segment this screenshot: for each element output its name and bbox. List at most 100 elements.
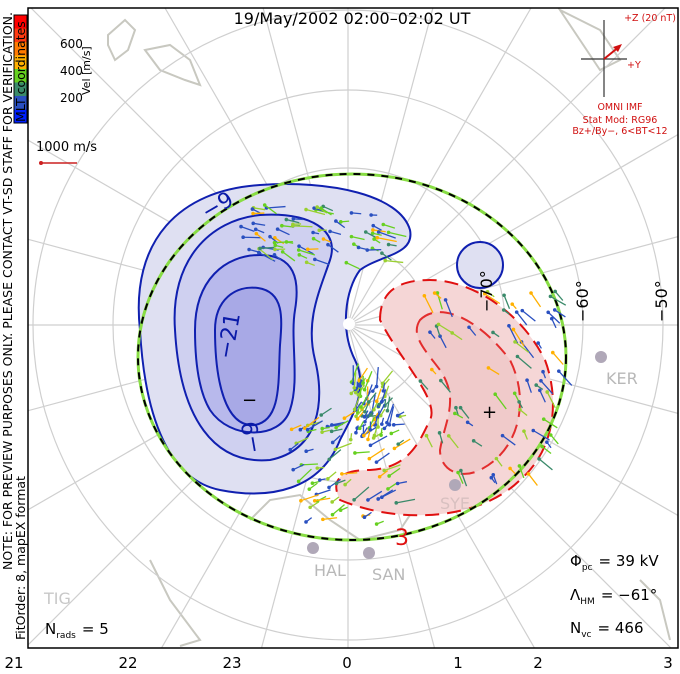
mlt-coordinates-label: MLT coordinates xyxy=(13,21,28,122)
svg-text:Nrads= 5: Nrads = 5 xyxy=(45,620,109,641)
vector-origin xyxy=(482,291,487,296)
contour-label-neg9-bottom: −9 xyxy=(238,419,268,455)
velocity-vector xyxy=(298,468,312,482)
vector-origin xyxy=(353,451,357,455)
vector-origin xyxy=(529,291,533,295)
vector-origin xyxy=(378,413,383,418)
imf-clock-dial xyxy=(581,20,627,97)
vector-origin xyxy=(312,206,316,210)
velocity-vector xyxy=(298,249,316,256)
vector-origin xyxy=(377,402,381,407)
velocity-vector xyxy=(286,218,300,224)
vector-origin xyxy=(296,248,301,252)
vector-origin xyxy=(290,224,295,228)
vector-origin xyxy=(534,383,539,387)
vector-origin xyxy=(375,235,380,240)
velocity-vector xyxy=(320,407,332,416)
potential-min-marker: − xyxy=(242,390,257,411)
vector-origin xyxy=(320,426,325,431)
velocity-vector xyxy=(253,207,266,211)
velocity-vector xyxy=(438,323,454,334)
colorbar-tick-400: 400 xyxy=(60,64,83,78)
velocity-vector xyxy=(546,391,556,409)
velocity-vector xyxy=(353,372,357,388)
velocity-vector xyxy=(554,309,566,318)
vector-origin xyxy=(366,437,370,442)
velocity-vector xyxy=(300,494,320,502)
velocity-vector xyxy=(388,406,395,425)
vector-origin xyxy=(439,378,443,383)
velocity-vector xyxy=(552,352,564,365)
velocity-vector xyxy=(460,407,470,419)
vector-origin xyxy=(352,386,357,390)
velocity-vector xyxy=(376,403,386,419)
velocity-vector xyxy=(439,335,447,349)
station-marker-hal xyxy=(307,542,319,554)
velocity-vector xyxy=(307,420,323,431)
velocity-vector xyxy=(393,423,405,426)
vector-origin xyxy=(284,240,289,244)
vector-origin xyxy=(379,399,384,404)
imf-source: OMNI IMF xyxy=(597,102,642,113)
vector-origin xyxy=(340,472,344,476)
vector-origin xyxy=(370,246,375,251)
vector-origin xyxy=(549,316,554,321)
station-ker: KER xyxy=(606,369,638,388)
vector-origin xyxy=(382,426,387,431)
radar-stations xyxy=(307,351,607,559)
velocity-vector xyxy=(388,231,407,238)
velocity-vector xyxy=(292,463,305,471)
vector-origin xyxy=(548,294,553,299)
vector-origin xyxy=(354,414,358,419)
vector-origin xyxy=(262,203,267,207)
mlt-axis-labels: 21 22 23 0 1 2 3 xyxy=(4,654,672,672)
positive-potential-cell xyxy=(335,278,554,517)
pole-marker xyxy=(343,318,355,330)
vector-origin xyxy=(526,472,531,476)
vector-origin xyxy=(338,220,343,224)
velocity-vector xyxy=(425,435,433,448)
stat-n-rads: Nrads = 5 xyxy=(45,620,109,641)
fit-order-note: FitOrder: 8, mapEX format xyxy=(13,476,28,640)
velocity-vector xyxy=(516,311,528,326)
vector-origin xyxy=(254,231,259,236)
vector-origin xyxy=(422,293,427,298)
vector-origin xyxy=(377,474,382,479)
vector-origin xyxy=(272,240,277,245)
velocity-vector xyxy=(558,370,573,386)
vector-origin xyxy=(362,433,366,438)
vector-origin xyxy=(272,253,277,257)
imf-model: Stat Mod: RG96 xyxy=(583,115,658,126)
vector-origin xyxy=(386,242,391,247)
velocity-vector xyxy=(358,367,368,381)
vector-origin xyxy=(437,431,442,435)
vector-origin xyxy=(354,430,358,435)
stat-phi-pc: Φpc = 39 kV xyxy=(570,552,659,573)
velocity-vector xyxy=(363,370,373,390)
velocity-vector xyxy=(517,356,532,369)
vector-origin xyxy=(374,399,379,404)
station-hal: HAL xyxy=(314,561,346,580)
vector-origin xyxy=(365,248,370,252)
velocity-vector xyxy=(353,486,370,501)
velocity-vector xyxy=(328,449,342,460)
vector-origin xyxy=(330,500,334,504)
colorbar-swatch xyxy=(14,109,27,123)
vector-origin xyxy=(307,487,312,491)
vector-origin xyxy=(251,211,255,216)
vector-origin xyxy=(273,236,277,240)
vector-origin xyxy=(372,407,376,412)
vector-origin xyxy=(508,466,512,471)
velocity-vector xyxy=(518,465,525,479)
vector-origin xyxy=(308,505,312,510)
vector-origin xyxy=(326,242,330,247)
vector-origin xyxy=(311,230,315,235)
velocity-vector xyxy=(354,451,370,454)
velocity-vector xyxy=(419,380,429,390)
imf-condition: Bz+/By−, 6<BT<12 xyxy=(572,126,667,137)
vector-origin xyxy=(280,223,284,228)
vector-origin xyxy=(334,481,339,486)
vector-origin xyxy=(311,236,316,241)
vector-origin xyxy=(268,234,272,239)
vector-origin xyxy=(352,498,356,502)
